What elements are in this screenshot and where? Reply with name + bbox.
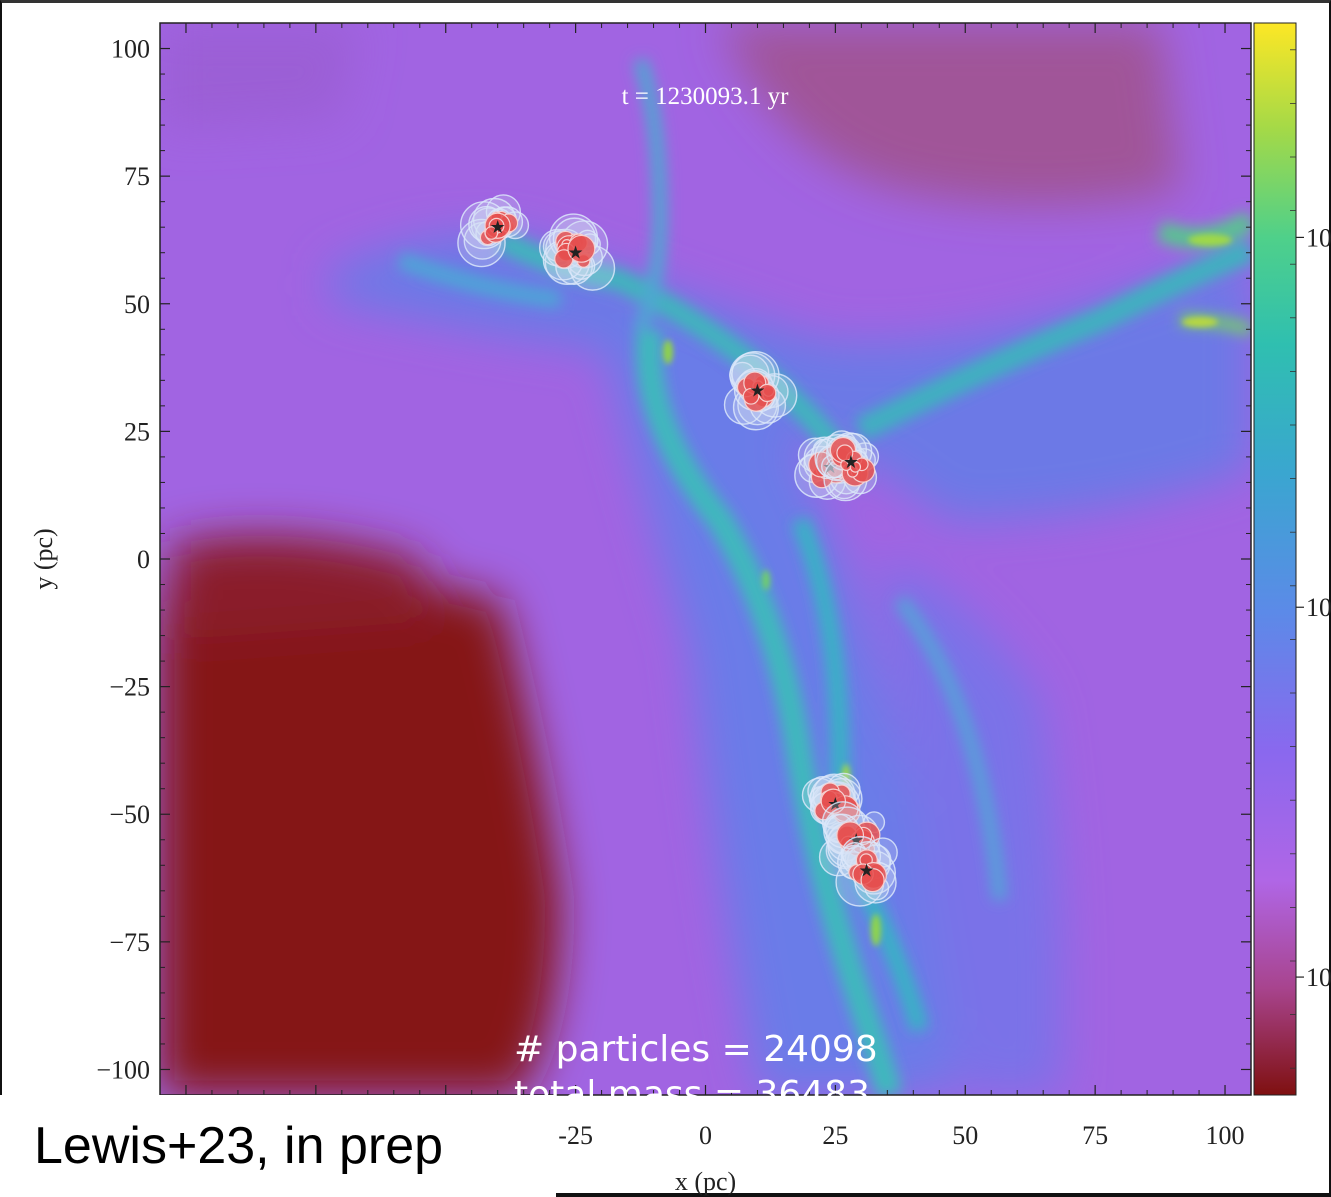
star-cluster: ★ bbox=[814, 430, 880, 502]
colorbar-tick-label: 10 bbox=[1306, 223, 1331, 252]
particles-annotation: # particles = 24098 bbox=[514, 1029, 878, 1070]
x-tick-label: 75 bbox=[1082, 1121, 1108, 1150]
star-cluster: ★ bbox=[835, 835, 898, 907]
y-tick-label: 75 bbox=[124, 162, 150, 191]
colorbar-tick-label: 10 bbox=[1306, 963, 1331, 992]
x-tick-label: 100 bbox=[1206, 1121, 1245, 1150]
density-field bbox=[160, 23, 1251, 1095]
y-tick-label: 100 bbox=[111, 35, 150, 64]
y-tick-label: 0 bbox=[137, 545, 150, 574]
star-cluster: ★ bbox=[538, 213, 616, 291]
y-tick-label: −75 bbox=[109, 928, 150, 957]
colorbar-tick-label: 10 bbox=[1306, 593, 1331, 622]
y-axis-label: y (pc) bbox=[29, 528, 58, 589]
sink-star-marker: ★ bbox=[490, 217, 506, 237]
particle bbox=[860, 868, 885, 893]
sink-star-marker: ★ bbox=[749, 381, 765, 401]
sink-star-marker: ★ bbox=[843, 452, 859, 472]
particle bbox=[484, 226, 499, 240]
x-tick-label: -25 bbox=[558, 1121, 593, 1150]
particle bbox=[849, 461, 862, 473]
y-tick-label: −25 bbox=[109, 673, 150, 702]
sink-star-marker: ★ bbox=[858, 860, 874, 880]
star-clusters: ★★★★★★★★ bbox=[457, 194, 898, 907]
y-tick-label: −50 bbox=[109, 800, 150, 829]
citation-credit: Lewis+23, in prep bbox=[0, 1095, 556, 1197]
sink-star-marker: ★ bbox=[568, 243, 584, 263]
x-tick-label: 25 bbox=[822, 1121, 848, 1150]
y-tick-label: −100 bbox=[96, 1055, 150, 1084]
chart-title: t = 1230093.1 yr bbox=[622, 83, 790, 110]
colorbar bbox=[1253, 22, 1297, 1096]
x-tick-label: 50 bbox=[952, 1121, 978, 1150]
x-tick-label: 0 bbox=[699, 1121, 712, 1150]
star-cluster: ★ bbox=[723, 350, 798, 431]
star-cluster: ★ bbox=[457, 194, 530, 268]
particle bbox=[758, 383, 777, 403]
sink-star-marker: ★ bbox=[848, 830, 864, 850]
particle bbox=[567, 234, 596, 263]
particle bbox=[836, 444, 854, 462]
y-tick-label: 25 bbox=[124, 417, 150, 446]
mass-annotation: total mass = 36483 bbox=[514, 1074, 870, 1115]
y-tick-label: 50 bbox=[124, 290, 150, 319]
x-axis-label: x (pc) bbox=[675, 1167, 736, 1196]
colorbar-ticks: 10 10 10 bbox=[1290, 49, 1331, 1069]
